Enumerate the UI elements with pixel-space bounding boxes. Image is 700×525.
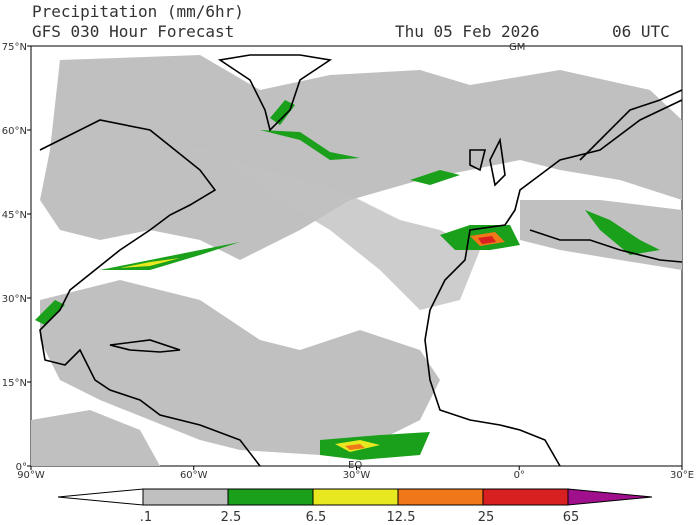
forecast-time: 06 UTC	[612, 22, 670, 41]
latitude-label: 45°N	[2, 210, 27, 221]
longitude-labels: 90°W 60°W 30°W 0° 30°E	[17, 466, 694, 481]
longitude-label: 0°	[514, 470, 525, 481]
latitude-label: 0°	[16, 462, 27, 473]
latitude-label: 30°N	[2, 294, 27, 305]
latitude-label: 15°N	[2, 378, 27, 389]
colorbar	[57, 488, 653, 506]
colorbar-label: 6.5	[306, 510, 327, 525]
map-title: Precipitation (mm/6hr)	[32, 2, 244, 21]
map-subtitle: GFS 030 Hour Forecast	[32, 22, 234, 41]
colorbar-label: 2.5	[221, 510, 242, 525]
longitude-label: 90°W	[17, 470, 45, 481]
longitude-label: 60°W	[180, 470, 208, 481]
colorbar-label: 65	[563, 510, 580, 525]
map-marker: GM	[509, 42, 525, 53]
latitude-label: 60°N	[2, 126, 27, 137]
colorbar-label: .1	[140, 510, 152, 525]
map: GM EQ	[30, 42, 683, 471]
latitude-label: 75°N	[2, 42, 27, 53]
longitude-label: 30°W	[343, 470, 371, 481]
precipitation-cores	[35, 100, 660, 460]
map-marker: EQ	[348, 460, 362, 471]
colorbar-label: 25	[478, 510, 495, 525]
forecast-date: Thu 05 Feb 2026	[395, 22, 540, 41]
latitude-labels: 75°N 60°N 45°N 30°N 15°N 0°	[2, 42, 31, 473]
colorbar-labels: .1 2.5 6.5 12.5 25 65	[140, 510, 579, 525]
longitude-label: 30°E	[670, 470, 694, 481]
colorbar-label: 12.5	[387, 510, 416, 525]
coastlines	[39, 54, 683, 467]
